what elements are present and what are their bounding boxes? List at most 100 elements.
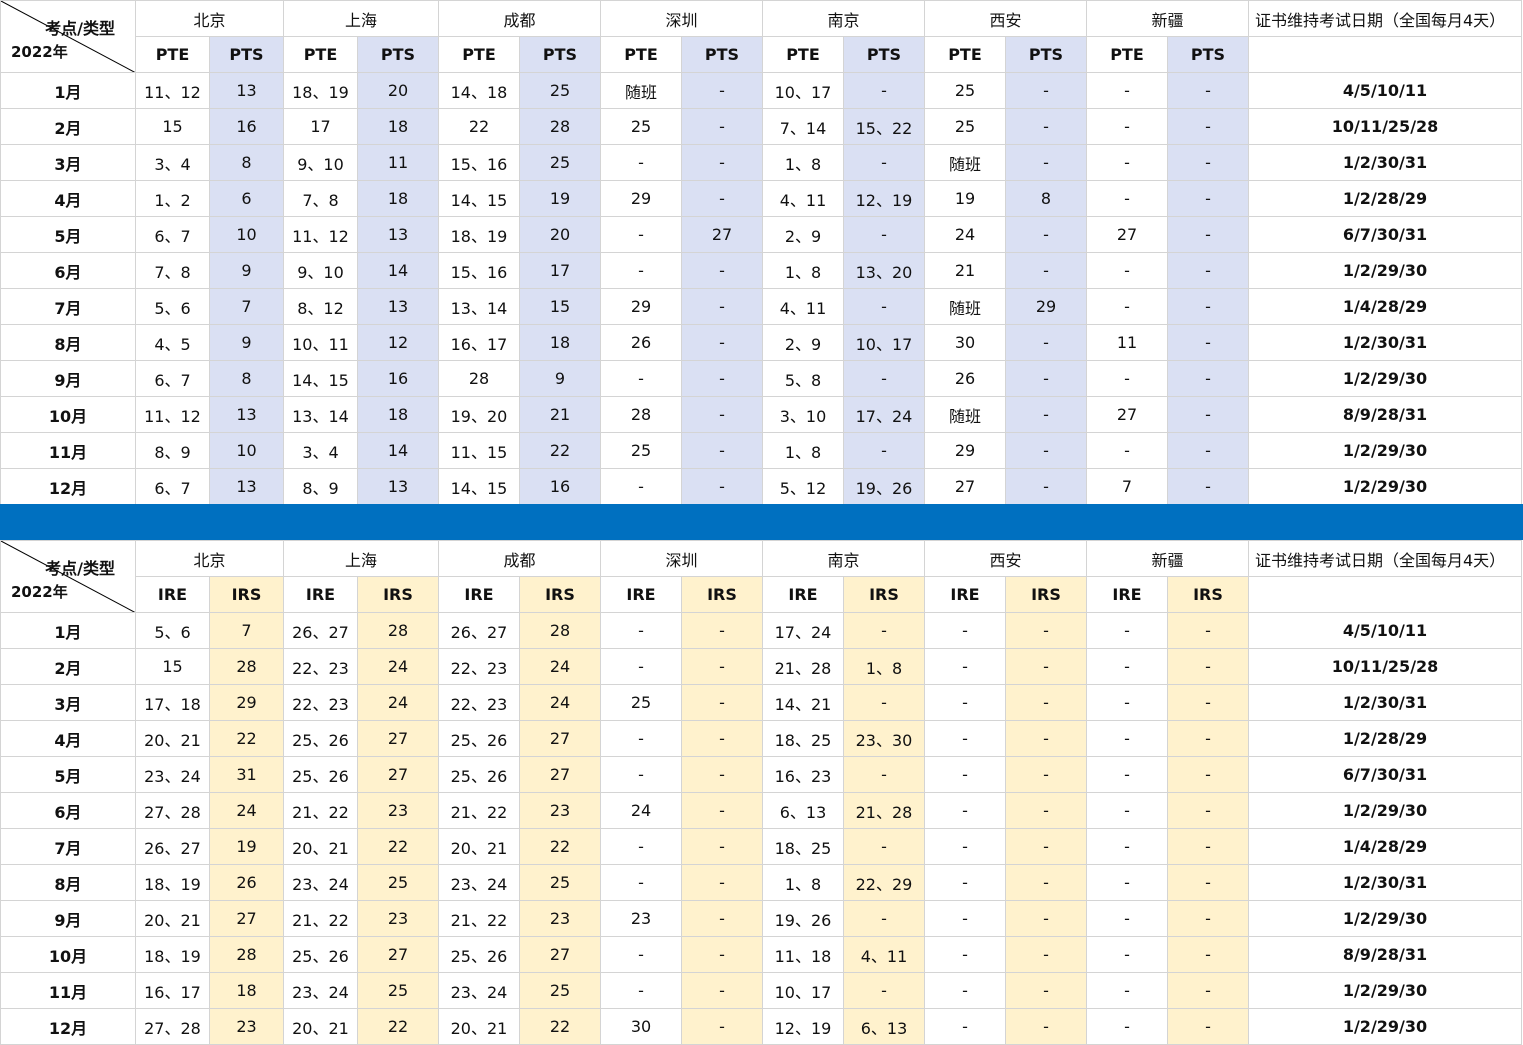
schedule-cell: 23、24 — [283, 864, 358, 901]
schedule-cell: 18、19 — [283, 72, 358, 109]
schedule-cell: 22 — [438, 108, 520, 145]
schedule-cell: - — [924, 936, 1006, 973]
schedule-cell: - — [1005, 432, 1087, 469]
schedule-cell: 14、21 — [762, 684, 844, 721]
table-row: 6月 7、8 9 9、10 14 15、16 17- -1、8 13、20 21- - -1/2/29… — [0, 252, 1522, 289]
schedule-cell: 28 — [357, 612, 439, 649]
table-row: 8月 4、5 9 10、11 12 16、17 18 26-2、9 10、17 30-11-1/2… — [0, 324, 1522, 361]
schedule-cell: - — [1167, 108, 1249, 145]
schedule-cell: 9、10 — [283, 252, 358, 289]
schedule-cell: - — [681, 828, 763, 865]
city-header-shenzhen: 深圳 — [600, 540, 763, 577]
schedule-cell: 21、22 — [438, 900, 520, 937]
schedule-cell: 23 — [357, 900, 439, 937]
schedule-cell: 17、24 — [762, 612, 844, 649]
schedule-cell: - — [600, 864, 682, 901]
schedule-cell: - — [924, 648, 1006, 685]
schedule-cell: 16 — [209, 108, 284, 145]
table-row: 7月 5、6 7 8、12 13 13、14 15 29-4、11- 随班 29- -1/4/28/… — [0, 288, 1522, 325]
table-row: 3月 17、18 29 22、23 24 22、23 24 25-14、21- - - - -1/2/… — [0, 684, 1522, 721]
schedule-cell: - — [1086, 108, 1168, 145]
schedule-cell: 25 — [600, 432, 682, 469]
schedule-cell: - — [924, 900, 1006, 937]
schedule-cell: 13、14 — [438, 288, 520, 325]
schedule-cell: 27 — [1086, 216, 1168, 253]
schedule-cell: 29 — [209, 684, 284, 721]
schedule-cell: 25、26 — [283, 936, 358, 973]
exam-type-header-xinjiang-ire: IRE — [1086, 576, 1168, 613]
schedule-cell: 25 — [357, 972, 439, 1009]
schedule-cell: 18、19 — [135, 936, 210, 973]
table-row: 12月 27、28 23 20、21 22 20、21 22 30-12、19 6、13- - - -… — [0, 1008, 1522, 1045]
schedule-cell: 7 — [209, 288, 284, 325]
cert-maintenance-header: 证书维持考试日期（全国每月4天） — [1248, 540, 1522, 577]
section-divider-bar — [0, 504, 1523, 540]
schedule-cell: - — [1086, 1008, 1168, 1045]
table-row: 4月 20、21 22 25、26 27 25、26 27- -18、25 23、30- - - -1… — [0, 720, 1522, 757]
schedule-cell: 8、9 — [283, 468, 358, 505]
month-label: 2月 — [0, 648, 136, 685]
schedule-cell: 1、2 — [135, 180, 210, 217]
schedule-cell: 30 — [600, 1008, 682, 1045]
schedule-cell: - — [600, 252, 682, 289]
schedule-cell: 27 — [357, 756, 439, 793]
schedule-cell: 21、22 — [283, 792, 358, 829]
schedule-cell: 11 — [357, 144, 439, 181]
schedule-cell: - — [681, 936, 763, 973]
cert-date-cell: 1/2/28/29 — [1248, 180, 1522, 217]
schedule-cell: 19、26 — [762, 900, 844, 937]
schedule-cell: - — [1167, 468, 1249, 505]
schedule-cell: - — [1086, 180, 1168, 217]
schedule-cell: - — [924, 972, 1006, 1009]
schedule-cell: 3、4 — [283, 432, 358, 469]
schedule-cell: - — [1086, 756, 1168, 793]
schedule-cell: - — [681, 72, 763, 109]
schedule-cell: 18 — [519, 324, 601, 361]
schedule-cell: - — [1086, 864, 1168, 901]
schedule-cell: 14 — [357, 252, 439, 289]
schedule-cell: 13 — [209, 396, 284, 433]
month-label: 10月 — [0, 936, 136, 973]
schedule-cell: 11、12 — [135, 396, 210, 433]
schedule-cell: 23、30 — [843, 720, 925, 757]
exam-type-header-xian-irs: IRS — [1005, 576, 1087, 613]
schedule-cell: - — [1167, 864, 1249, 901]
schedule-cell: 24 — [357, 648, 439, 685]
schedule-cell: 8 — [1005, 180, 1087, 217]
schedule-cell: 7 — [1086, 468, 1168, 505]
schedule-cell: 30 — [924, 324, 1006, 361]
exam-type-header-beijing-pte: PTE — [135, 36, 210, 73]
schedule-cell: 5、6 — [135, 288, 210, 325]
schedule-cell: - — [1005, 144, 1087, 181]
schedule-cell: 20、21 — [283, 1008, 358, 1045]
schedule-cell: 24 — [519, 648, 601, 685]
schedule-cell: 27 — [357, 936, 439, 973]
schedule-cell: 8、9 — [135, 432, 210, 469]
schedule-cell: - — [1005, 252, 1087, 289]
schedule-cell: 14、15 — [438, 468, 520, 505]
cert-date-cell: 1/2/30/31 — [1248, 144, 1522, 181]
schedule-cell: 22 — [519, 1008, 601, 1045]
exam-type-header-shenzhen-pts: PTS — [681, 36, 763, 73]
exam-type-header-shenzhen-irs: IRS — [681, 576, 763, 613]
schedule-cell: - — [1167, 72, 1249, 109]
schedule-cell: 8 — [209, 144, 284, 181]
schedule-cell: - — [1167, 144, 1249, 181]
schedule-cell: - — [1167, 180, 1249, 217]
cert-date-cell: 8/9/28/31 — [1248, 396, 1522, 433]
schedule-cell: - — [1005, 648, 1087, 685]
schedule-cell: 19、26 — [843, 468, 925, 505]
schedule-cell: - — [924, 684, 1006, 721]
schedule-cell: 28 — [519, 108, 601, 145]
schedule-cell: - — [681, 432, 763, 469]
schedule-cell: 15、16 — [438, 144, 520, 181]
exam-type-header-xinjiang-pts: PTS — [1167, 36, 1249, 73]
schedule-cell: - — [1086, 828, 1168, 865]
schedule-cell: - — [1167, 684, 1249, 721]
schedule-cell: - — [1086, 936, 1168, 973]
schedule-cell: 22、29 — [843, 864, 925, 901]
schedule-cell: 10、17 — [762, 972, 844, 1009]
table-row: 5月 23、24 31 25、26 27 25、26 27- -16、23- - - - -6/7/3… — [0, 756, 1522, 793]
schedule-cell: 14、15 — [283, 360, 358, 397]
schedule-cell: 23、24 — [438, 864, 520, 901]
